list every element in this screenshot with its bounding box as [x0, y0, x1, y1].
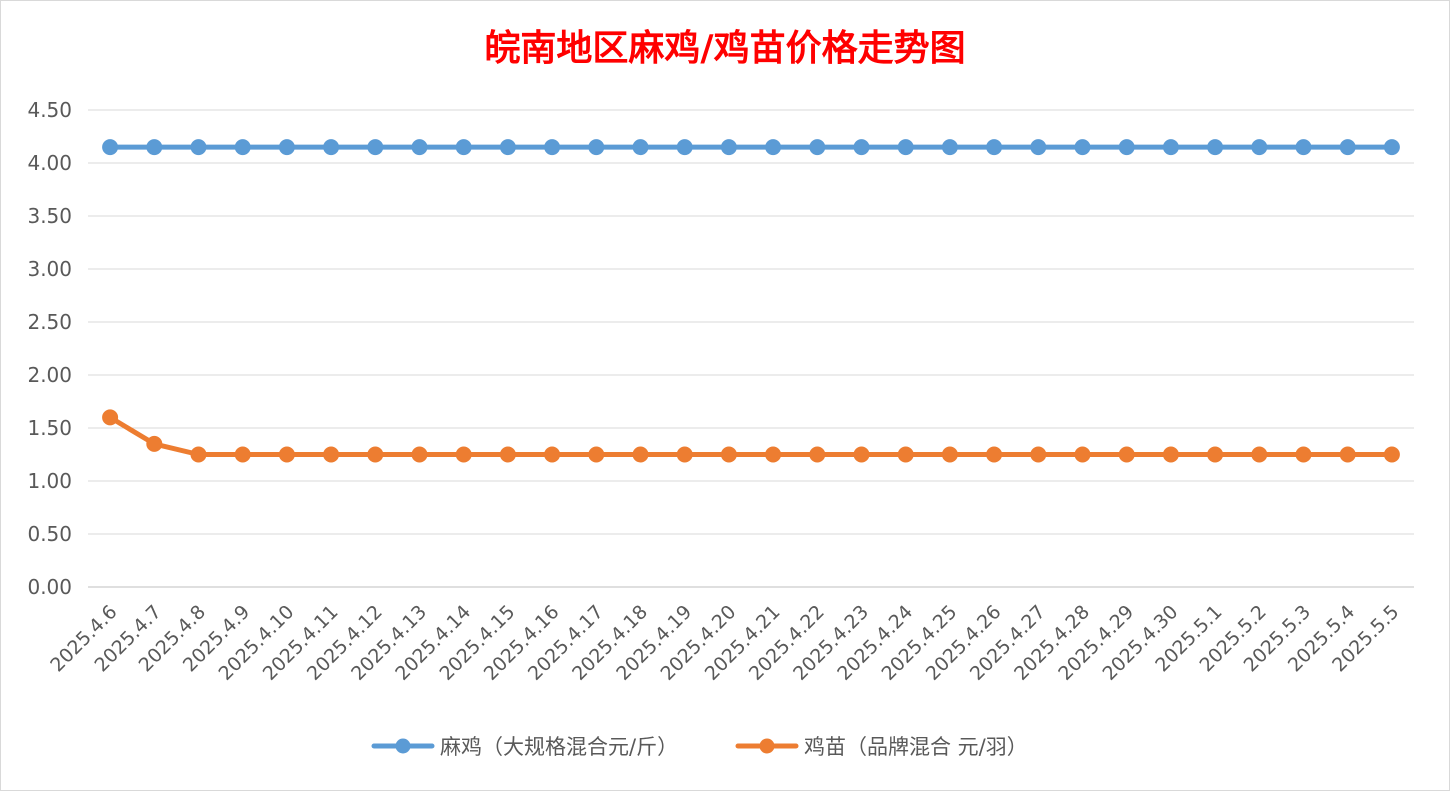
data-point: [1295, 139, 1312, 156]
series-1: [102, 139, 1400, 156]
data-point: [1030, 139, 1047, 156]
y-tick-label: 1.00: [27, 469, 72, 493]
data-point: [720, 139, 737, 156]
data-point: [897, 139, 914, 156]
data-point: [234, 139, 251, 156]
legend-swatch-marker: [395, 738, 411, 754]
data-point: [499, 446, 516, 463]
data-point: [102, 409, 119, 426]
y-tick-label: 2.00: [27, 363, 72, 387]
series-2: [102, 409, 1400, 463]
y-tick-label: 4.00: [27, 151, 72, 175]
data-point: [720, 446, 737, 463]
y-tick-label: 1.50: [27, 416, 72, 440]
data-point: [323, 446, 340, 463]
data-point: [1339, 446, 1356, 463]
data-point: [809, 446, 826, 463]
data-point: [278, 139, 295, 156]
gridlines: [88, 109, 1414, 588]
data-point: [102, 139, 119, 156]
data-point: [455, 139, 472, 156]
data-point: [897, 446, 914, 463]
data-point: [411, 139, 428, 156]
legend-item: 鸡苗（品牌混合 元/羽）: [735, 735, 1028, 759]
data-point: [1074, 139, 1091, 156]
legend-item: 麻鸡（大规格混合元/斤）: [371, 735, 678, 759]
data-point: [986, 139, 1003, 156]
data-point: [190, 446, 207, 463]
data-point: [544, 139, 561, 156]
data-point: [1207, 139, 1224, 156]
data-point: [146, 139, 163, 156]
legend-swatch-marker: [759, 738, 775, 754]
data-point: [1383, 446, 1400, 463]
data-point: [1162, 446, 1179, 463]
legend: 麻鸡（大规格混合元/斤） 鸡苗（品牌混合 元/羽）: [371, 735, 1028, 759]
series-layer: [102, 139, 1400, 463]
data-point: [146, 435, 163, 452]
data-point: [1030, 446, 1047, 463]
data-point: [455, 446, 472, 463]
data-point: [632, 446, 649, 463]
data-point: [676, 139, 693, 156]
data-point: [1251, 446, 1268, 463]
data-point: [1118, 139, 1135, 156]
data-point: [1162, 139, 1179, 156]
data-point: [1118, 446, 1135, 463]
data-point: [1207, 446, 1224, 463]
data-point: [1339, 139, 1356, 156]
data-point: [278, 446, 295, 463]
data-point: [1295, 446, 1312, 463]
data-point: [499, 139, 516, 156]
data-point: [234, 446, 251, 463]
data-point: [853, 446, 870, 463]
data-point: [544, 446, 561, 463]
y-tick-label: 4.50: [27, 98, 72, 122]
data-point: [809, 139, 826, 156]
data-point: [1074, 446, 1091, 463]
y-tick-label: 3.50: [27, 204, 72, 228]
data-point: [411, 446, 428, 463]
legend-label: 麻鸡（大规格混合元/斤）: [440, 735, 678, 759]
data-point: [323, 139, 340, 156]
y-axis: 0.00 0.50 1.00 1.50 2.00 2.50 3.00 3.50 4.00 4.50: [27, 98, 72, 599]
data-point: [941, 446, 958, 463]
data-point: [367, 139, 384, 156]
data-point: [676, 446, 693, 463]
data-point: [367, 446, 384, 463]
legend-label: 鸡苗（品牌混合 元/羽）: [804, 735, 1028, 759]
data-point: [941, 139, 958, 156]
data-point: [190, 139, 207, 156]
data-point: [1251, 139, 1268, 156]
data-point: [1383, 139, 1400, 156]
y-tick-label: 3.00: [27, 257, 72, 281]
data-point: [986, 446, 1003, 463]
data-point: [765, 139, 782, 156]
y-tick-label: 0.50: [27, 522, 72, 546]
data-point: [588, 139, 605, 156]
data-point: [765, 446, 782, 463]
chart-title: 皖南地区麻鸡/鸡苗价格走势图: [484, 28, 965, 69]
y-tick-label: 2.50: [27, 310, 72, 334]
data-point: [853, 139, 870, 156]
data-point: [588, 446, 605, 463]
y-tick-label: 0.00: [27, 575, 72, 599]
data-point: [632, 139, 649, 156]
